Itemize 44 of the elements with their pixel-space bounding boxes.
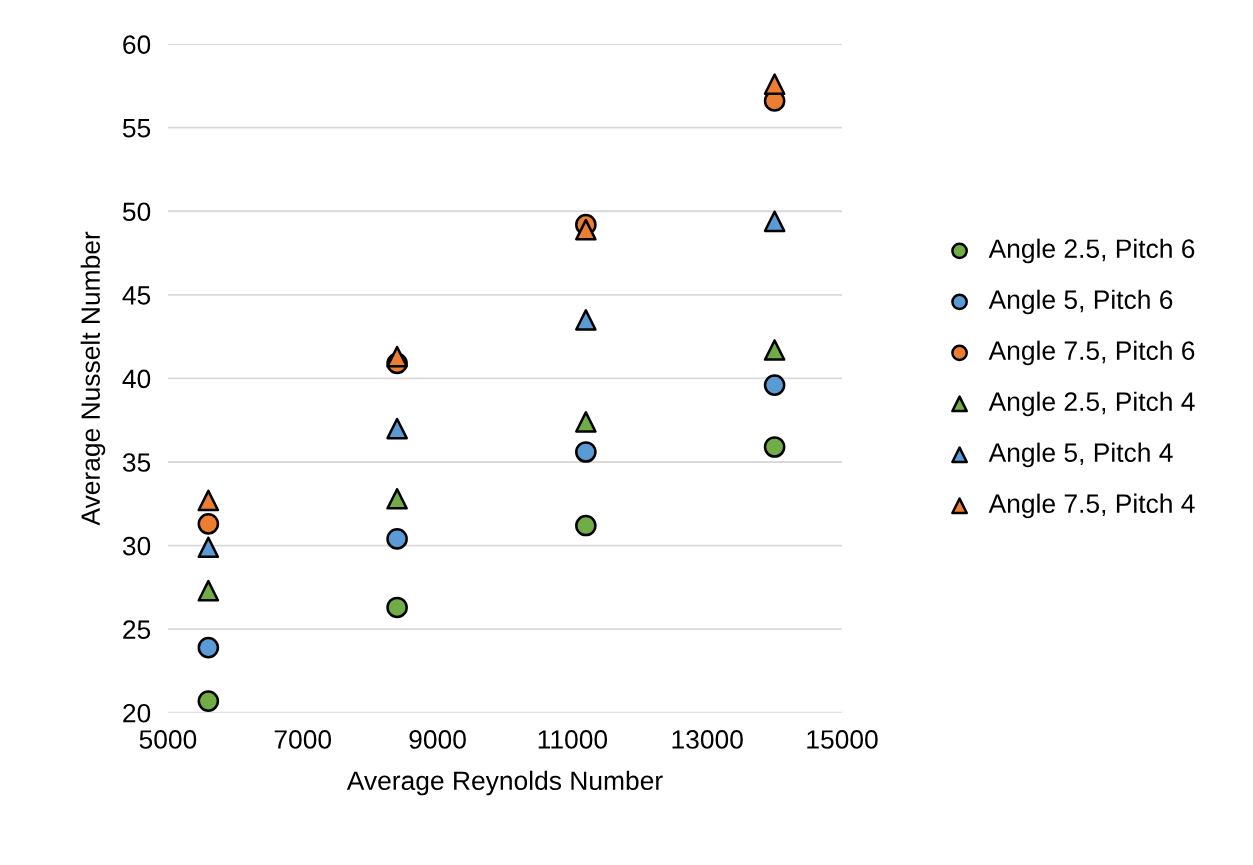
point xyxy=(575,411,597,433)
point xyxy=(763,339,786,361)
point xyxy=(386,487,408,510)
point xyxy=(763,210,786,233)
legend-label: Angle 2.5, Pitch 4 xyxy=(988,391,1195,417)
x-tick-label: 5000 xyxy=(139,730,197,749)
point xyxy=(197,536,220,559)
x-tick-label: 7000 xyxy=(274,730,332,749)
point xyxy=(575,514,597,537)
x-tick-label: 11000 xyxy=(538,730,608,749)
point xyxy=(197,636,220,659)
point xyxy=(763,73,786,96)
point xyxy=(386,345,408,368)
point xyxy=(197,579,220,602)
y-tick-label: 55 xyxy=(122,119,151,138)
legend-label: Angle 7.5, Pitch 6 xyxy=(988,340,1195,366)
y-tick-label: 40 xyxy=(122,369,151,389)
x-tick-label: 15000 xyxy=(807,730,878,749)
x-axis-title: Average Reynolds Number xyxy=(346,770,663,796)
point xyxy=(386,596,408,619)
point xyxy=(197,489,220,512)
y-tick-label: 20 xyxy=(123,703,151,723)
point xyxy=(575,309,597,331)
point xyxy=(763,436,786,458)
y-tick-label: 45 xyxy=(122,286,151,305)
point xyxy=(575,441,597,463)
x-tick-label: 13000 xyxy=(672,730,743,749)
point xyxy=(763,374,786,396)
legend-label: Angle 2.5, Pitch 6 xyxy=(988,238,1195,264)
y-tick-label: 25 xyxy=(123,620,151,639)
y-tick-label: 35 xyxy=(122,453,151,472)
legend-label: Angle 5, Pitch 6 xyxy=(988,289,1173,315)
y-tick-label: 60 xyxy=(123,35,151,54)
point xyxy=(575,218,597,241)
y-tick-label: 30 xyxy=(122,536,151,556)
point xyxy=(197,513,220,535)
y-tick-label: 50 xyxy=(122,202,151,222)
y-axis-title: Average Nusselt Number xyxy=(80,231,106,526)
point xyxy=(386,417,408,440)
point xyxy=(386,528,408,550)
legend-label: Angle 7.5, Pitch 4 xyxy=(988,493,1195,519)
legend-label: Angle 5, Pitch 4 xyxy=(988,442,1173,468)
x-tick-label: 9000 xyxy=(409,730,466,749)
point xyxy=(197,690,220,712)
